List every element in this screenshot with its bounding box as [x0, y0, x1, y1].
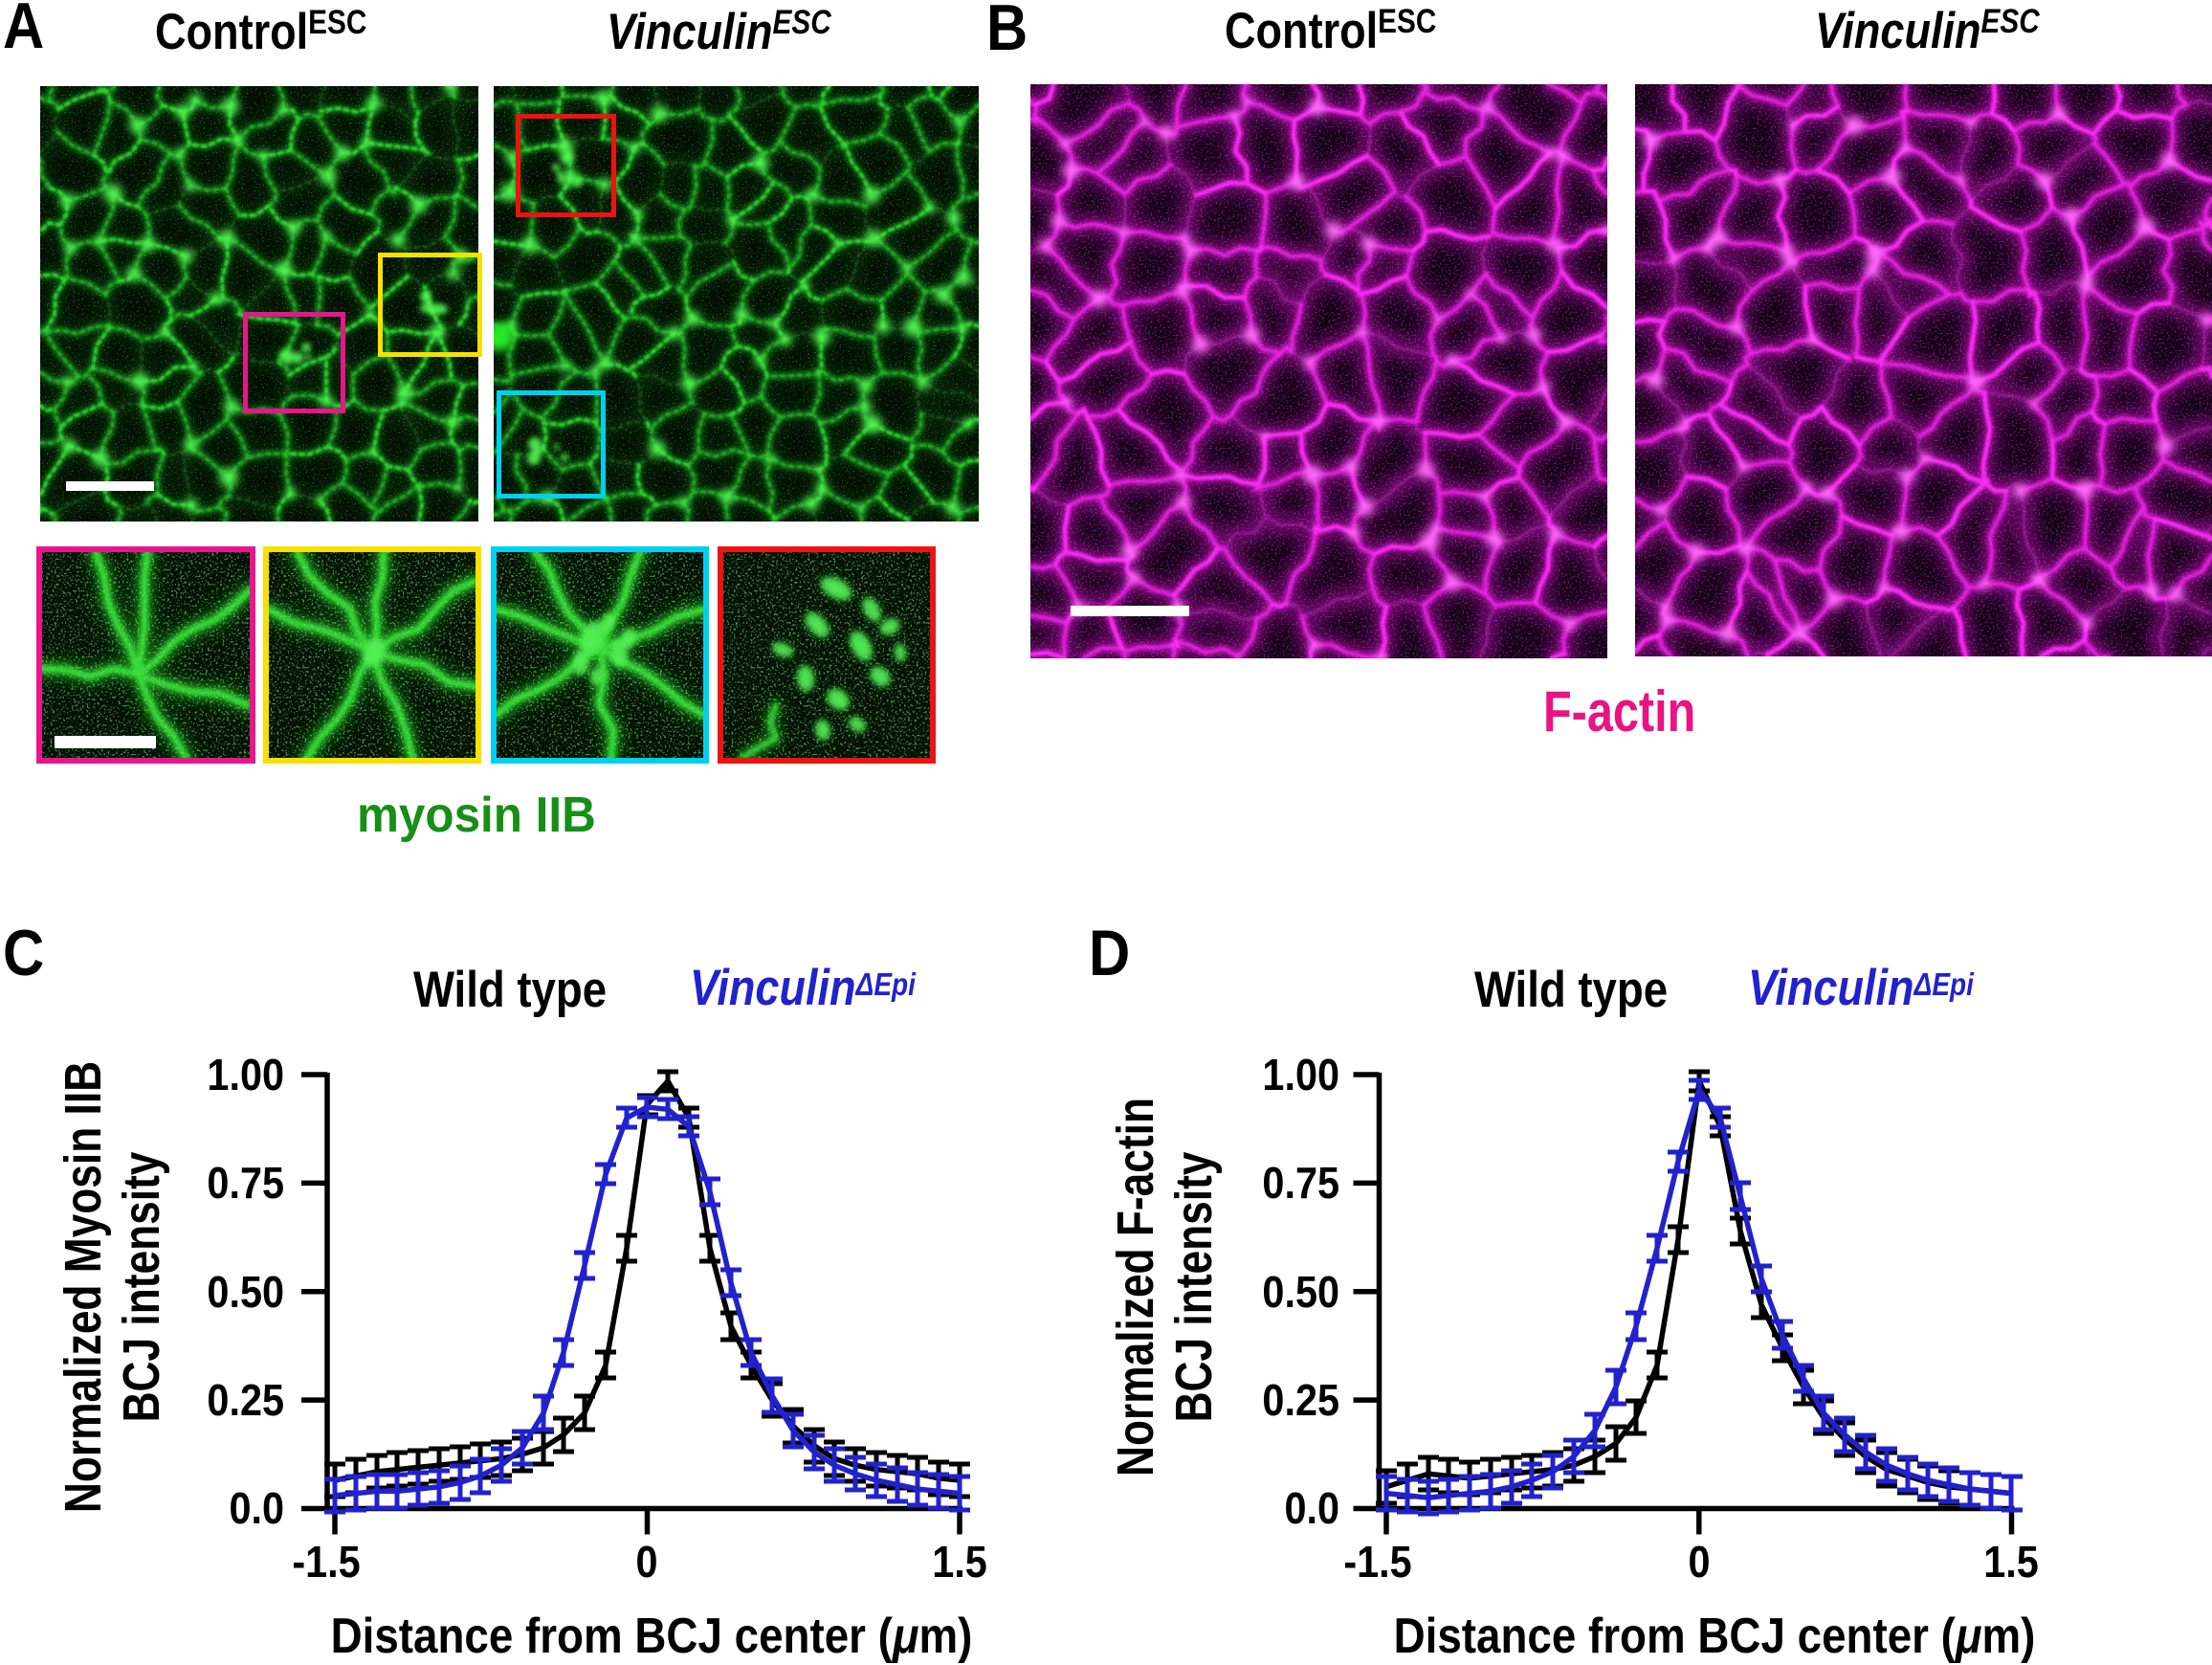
- svg-text:1.00: 1.00: [207, 1051, 284, 1100]
- svg-text:0: 0: [635, 1538, 657, 1587]
- svg-text:1.5: 1.5: [932, 1538, 987, 1587]
- svg-text:0.0: 0.0: [229, 1484, 284, 1534]
- svg-text:0.0: 0.0: [1284, 1484, 1339, 1534]
- svg-text:-1.5: -1.5: [1343, 1538, 1411, 1587]
- svg-text:0.25: 0.25: [1262, 1376, 1339, 1426]
- svg-text:-1.5: -1.5: [292, 1538, 360, 1587]
- svg-text:0.75: 0.75: [1262, 1159, 1339, 1209]
- svg-text:VinculinΔEpi: VinculinΔEpi: [690, 960, 917, 1016]
- svg-text:Distance from BCJ center (μm): Distance from BCJ center (μm): [331, 1609, 973, 1663]
- svg-text:Normalized Myosin IIB: Normalized Myosin IIB: [55, 1061, 112, 1513]
- svg-text:1.00: 1.00: [1262, 1051, 1339, 1100]
- svg-text:BCJ intensity: BCJ intensity: [1165, 1151, 1223, 1422]
- svg-text:Wild type: Wild type: [413, 962, 607, 1018]
- svg-text:Normalized F-actin: Normalized F-actin: [1107, 1098, 1164, 1476]
- svg-text:Distance from BCJ center (μm): Distance from BCJ center (μm): [1394, 1609, 2036, 1663]
- svg-text:VinculinΔEpi: VinculinΔEpi: [1748, 960, 1975, 1016]
- svg-text:0: 0: [1688, 1538, 1710, 1587]
- svg-text:Wild type: Wild type: [1474, 962, 1668, 1018]
- svg-text:0.75: 0.75: [207, 1159, 284, 1209]
- svg-text:0.25: 0.25: [207, 1376, 284, 1426]
- svg-text:0.50: 0.50: [207, 1268, 284, 1318]
- svg-text:1.5: 1.5: [1983, 1538, 2039, 1587]
- svg-text:0.50: 0.50: [1262, 1268, 1339, 1318]
- svg-text:BCJ intensity: BCJ intensity: [113, 1151, 170, 1422]
